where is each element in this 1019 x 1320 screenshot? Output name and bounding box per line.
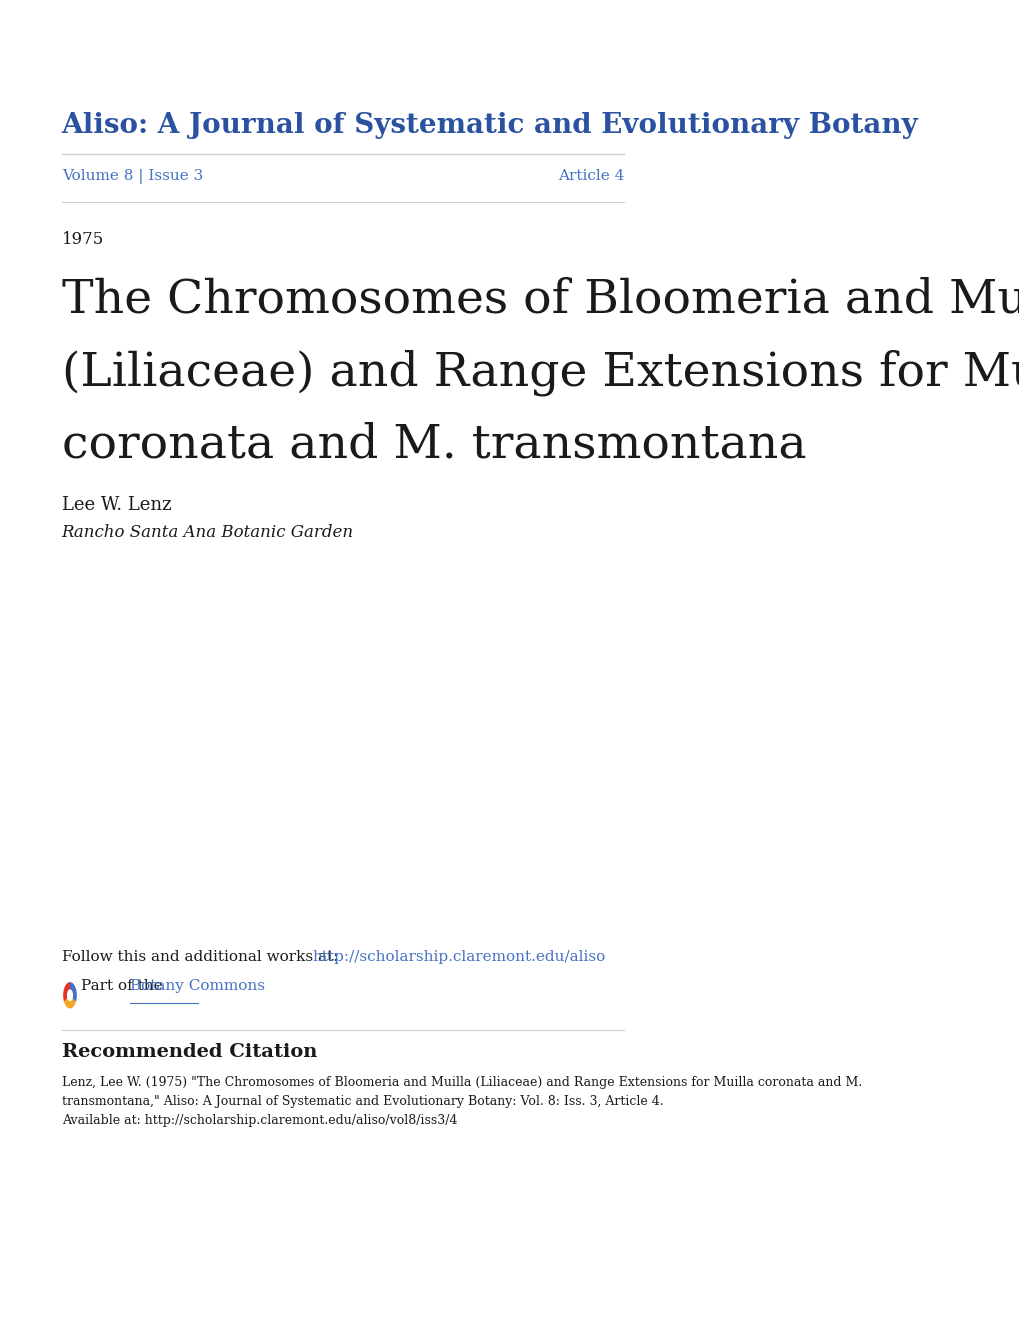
Text: Volume 8 | Issue 3: Volume 8 | Issue 3 [62,169,203,183]
Text: Lenz, Lee W. (1975) "The Chromosomes of Bloomeria and Muilla (Liliaceae) and Ran: Lenz, Lee W. (1975) "The Chromosomes of … [62,1076,861,1127]
Text: Recommended Citation: Recommended Citation [62,1043,317,1061]
Text: Lee W. Lenz: Lee W. Lenz [62,496,171,515]
Text: Aliso: A Journal of Systematic and Evolutionary Botany: Aliso: A Journal of Systematic and Evolu… [62,112,917,139]
Text: 1975: 1975 [62,231,104,248]
Text: http://scholarship.claremont.edu/aliso: http://scholarship.claremont.edu/aliso [312,950,605,965]
Wedge shape [64,995,75,1008]
Text: Botany Commons: Botany Commons [130,979,265,994]
Text: (Liliaceae) and Range Extensions for Muilla: (Liliaceae) and Range Extensions for Mui… [62,350,1019,396]
Text: Part of the: Part of the [81,979,167,994]
Text: The Chromosomes of Bloomeria and Muilla: The Chromosomes of Bloomeria and Muilla [62,277,1019,322]
Wedge shape [63,982,70,1002]
Text: Rancho Santa Ana Botanic Garden: Rancho Santa Ana Botanic Garden [62,524,354,541]
Text: coronata and M. transmontana: coronata and M. transmontana [62,422,806,467]
Text: Article 4: Article 4 [557,169,624,183]
Text: Follow this and additional works at:: Follow this and additional works at: [62,950,342,965]
Wedge shape [70,982,76,1002]
Circle shape [67,990,73,1001]
